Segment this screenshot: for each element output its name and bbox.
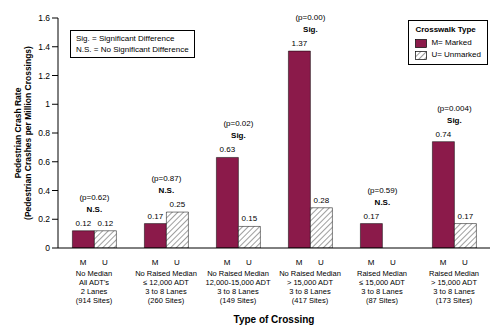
svg-text:0.25: 0.25 xyxy=(170,200,186,209)
svg-text:(260 Sites): (260 Sites) xyxy=(148,296,185,305)
svg-text:(914 Sites): (914 Sites) xyxy=(76,296,113,305)
svg-text:Raised Median: Raised Median xyxy=(357,269,407,278)
svg-text:M: M xyxy=(368,258,375,267)
svg-text:0.17: 0.17 xyxy=(148,212,164,221)
html-text:U= Unmarked: U= Unmarked xyxy=(431,50,481,59)
svg-text:U: U xyxy=(174,258,180,267)
svg-text:2 Lanes: 2 Lanes xyxy=(81,287,108,296)
svg-text:M: M xyxy=(152,258,159,267)
svg-text:≤ 15,000 ADT: ≤ 15,000 ADT xyxy=(359,278,405,287)
svg-text:M: M xyxy=(296,258,303,267)
svg-text:0.8: 0.8 xyxy=(38,128,50,138)
svg-text:3 to 8 Lanes: 3 to 8 Lanes xyxy=(433,287,475,296)
svg-text:N.S.: N.S. xyxy=(375,198,391,207)
html-text:Sig. = Significant Difference: Sig. = Significant Difference xyxy=(76,34,175,43)
svg-text:N.S.: N.S. xyxy=(159,186,175,195)
html-text:M= Marked: M= Marked xyxy=(431,38,472,47)
svg-text:3 to 8 Lanes: 3 to 8 Lanes xyxy=(361,287,403,296)
svg-text:Raised Median: Raised Median xyxy=(429,269,479,278)
svg-text:1.6: 1.6 xyxy=(38,13,50,23)
svg-text:U: U xyxy=(318,258,324,267)
svg-text:0.4: 0.4 xyxy=(38,186,50,196)
svg-text:(p=0.87): (p=0.87) xyxy=(151,174,181,183)
svg-text:1.37: 1.37 xyxy=(292,39,308,48)
svg-text:U: U xyxy=(246,258,252,267)
svg-text:0.12: 0.12 xyxy=(98,219,114,228)
svg-text:U: U xyxy=(102,258,108,267)
svg-text:Sig.: Sig. xyxy=(447,116,462,125)
svg-text:0.17: 0.17 xyxy=(364,212,380,221)
svg-text:0.6: 0.6 xyxy=(38,157,50,167)
html-text:N.S. = No Significant Differen: N.S. = No Significant Difference xyxy=(76,45,189,54)
svg-text:(p=0.59): (p=0.59) xyxy=(367,186,397,195)
svg-text:M: M xyxy=(80,258,87,267)
svg-text:1.4: 1.4 xyxy=(38,42,50,52)
svg-text:M: M xyxy=(224,258,231,267)
svg-text:Type of Crossing: Type of Crossing xyxy=(234,314,315,325)
svg-text:3 to 8 Lanes: 3 to 8 Lanes xyxy=(145,287,187,296)
svg-text:(p=0.62): (p=0.62) xyxy=(79,193,109,202)
svg-text:All ADT's: All ADT's xyxy=(79,278,109,287)
svg-text:0: 0 xyxy=(45,243,50,253)
html-text:Crosswalk Type: Crosswalk Type xyxy=(415,25,476,34)
svg-text:0.15: 0.15 xyxy=(242,214,258,223)
svg-text:0.74: 0.74 xyxy=(436,130,452,139)
svg-text:> 15,000 ADT: > 15,000 ADT xyxy=(287,278,333,287)
svg-text:0.17: 0.17 xyxy=(458,212,474,221)
svg-text:≤ 12,000 ADT: ≤ 12,000 ADT xyxy=(143,278,189,287)
svg-text:(p=0.004): (p=0.004) xyxy=(437,104,472,113)
svg-text:Sig.: Sig. xyxy=(231,131,246,140)
svg-text:(417 Sites): (417 Sites) xyxy=(292,296,329,305)
svg-text:(149 Sites): (149 Sites) xyxy=(220,296,257,305)
svg-text:No Raised Median: No Raised Median xyxy=(279,269,341,278)
svg-text:U: U xyxy=(390,258,396,267)
svg-text:12,000-15,000 ADT: 12,000-15,000 ADT xyxy=(205,278,270,287)
svg-text:N.S.: N.S. xyxy=(87,205,103,214)
svg-text:0.12: 0.12 xyxy=(76,219,92,228)
svg-text:1: 1 xyxy=(45,99,50,109)
svg-text:(p=0.02): (p=0.02) xyxy=(223,119,253,128)
svg-text:(p=0.00): (p=0.00) xyxy=(295,13,325,22)
svg-text:(173 Sites): (173 Sites) xyxy=(436,296,473,305)
svg-text:3 to 8 Lanes: 3 to 8 Lanes xyxy=(289,287,331,296)
svg-text:No Median: No Median xyxy=(76,269,112,278)
svg-text:0.28: 0.28 xyxy=(314,196,330,205)
svg-text:No Raised Median: No Raised Median xyxy=(135,269,197,278)
svg-text:Pedestrian Crash Rate: Pedestrian Crash Rate xyxy=(13,87,23,178)
svg-text:3 to 8 Lanes: 3 to 8 Lanes xyxy=(217,287,259,296)
svg-text:(Pedestrian Crashes per Millio: (Pedestrian Crashes per Million Crossing… xyxy=(23,46,33,220)
svg-text:1.2: 1.2 xyxy=(38,71,50,81)
svg-text:M: M xyxy=(440,258,447,267)
svg-text:> 15,000 ADT: > 15,000 ADT xyxy=(431,278,477,287)
svg-text:(87 Sites): (87 Sites) xyxy=(366,296,399,305)
svg-text:U: U xyxy=(462,258,468,267)
svg-text:0.63: 0.63 xyxy=(220,145,236,154)
svg-text:No Raised Median: No Raised Median xyxy=(207,269,269,278)
svg-text:Sig.: Sig. xyxy=(303,25,318,34)
svg-text:0.2: 0.2 xyxy=(38,214,50,224)
